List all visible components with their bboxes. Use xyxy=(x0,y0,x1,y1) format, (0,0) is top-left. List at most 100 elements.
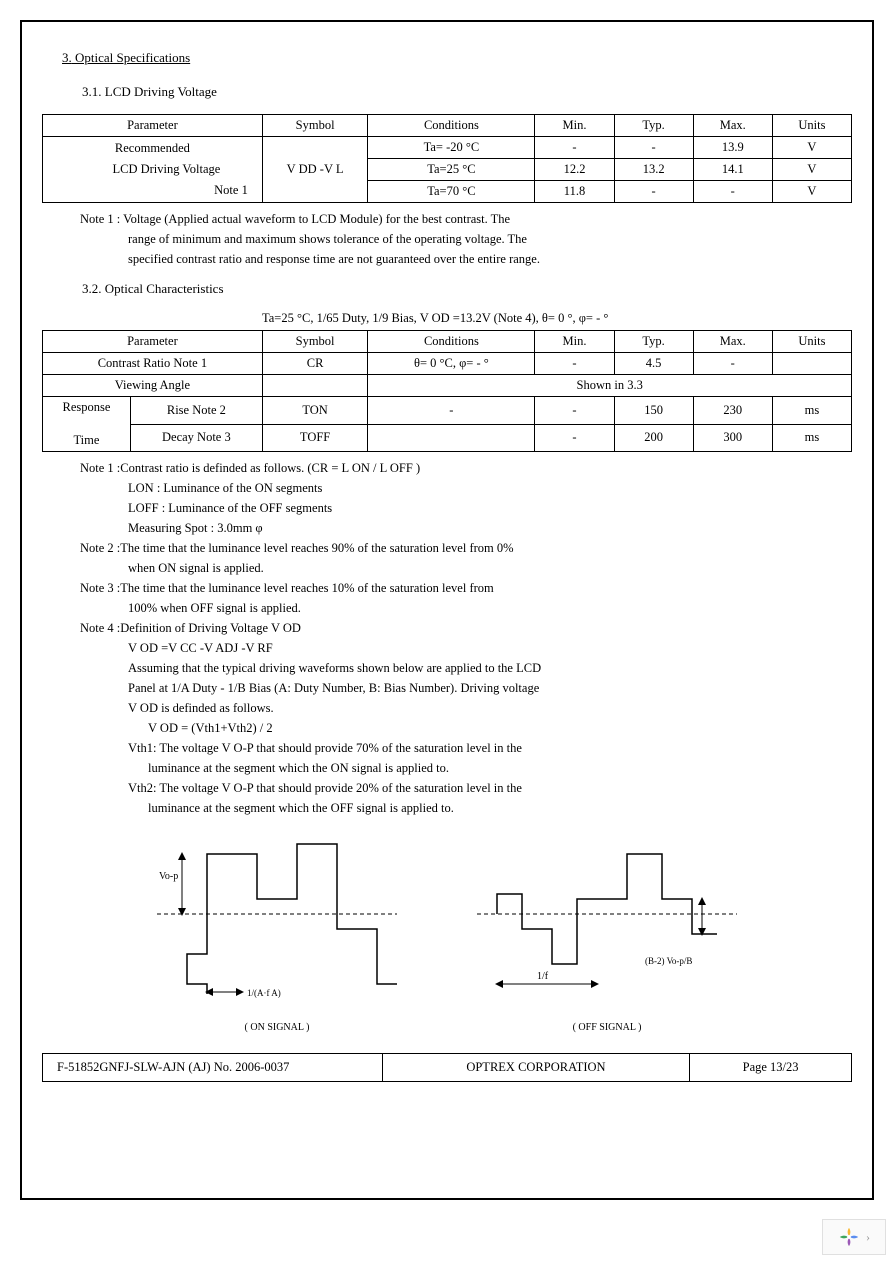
hdr-cond: Conditions xyxy=(368,331,535,353)
on-signal-svg: Vo-p 1/(A·f A) xyxy=(147,834,407,1014)
unit-cell: V xyxy=(772,159,851,181)
sym-cell: TOFF xyxy=(262,424,368,452)
note-line: Measuring Spot : 3.0mm φ xyxy=(128,518,852,538)
min-cell: - xyxy=(535,397,614,425)
note-line: Note 1 :Contrast ratio is definded as fo… xyxy=(80,458,852,478)
note-line: specified contrast ratio and response ti… xyxy=(128,249,852,269)
hdr-symbol: Symbol xyxy=(262,331,368,353)
param-sub: Rise Note 2 xyxy=(130,397,262,425)
table-31: Parameter Symbol Conditions Min. Typ. Ma… xyxy=(42,114,852,203)
max-cell: 300 xyxy=(693,424,772,452)
off-signal-diagram: 1/f (B-2) Vo-p/B ( OFF SIGNAL ) xyxy=(467,834,747,1033)
note-line: Note 3 :The time that the luminance leve… xyxy=(80,578,852,598)
note-line: luminance at the segment which the ON si… xyxy=(148,758,852,778)
on-signal-diagram: Vo-p 1/(A·f A) ( ON SIGNAL ) xyxy=(147,834,407,1033)
cond-cell: Ta=25 °C xyxy=(368,159,535,181)
sym-cell: CR xyxy=(262,353,368,375)
min-cell: 12.2 xyxy=(535,159,614,181)
section-text: Optical Specifications xyxy=(75,50,190,65)
note-line: Note 1 : Voltage (Applied actual wavefor… xyxy=(80,209,852,229)
max-cell: 14.1 xyxy=(693,159,772,181)
flower-icon xyxy=(838,1226,860,1248)
oneaf-label: 1/(A·f A) xyxy=(247,988,281,998)
hdr-unit: Units xyxy=(772,115,851,137)
hdr-symbol: Symbol xyxy=(262,115,368,137)
hdr-typ: Typ. xyxy=(614,331,693,353)
rt-l2: Time xyxy=(49,433,124,448)
note-line: Vth2: The voltage V O-P that should prov… xyxy=(128,778,852,798)
hdr-unit: Units xyxy=(772,331,851,353)
unit-cell: V xyxy=(772,181,851,203)
param-l3: Note 1 xyxy=(49,183,256,198)
onef-label: 1/f xyxy=(537,971,549,982)
shown-cell: Shown in 3.3 xyxy=(368,375,852,397)
section-title: 3. Optical Specifications xyxy=(62,50,852,66)
note-line: Note 4 :Definition of Driving Voltage V … xyxy=(80,618,852,638)
cond-cell: Ta=70 °C xyxy=(368,181,535,203)
param-cell: Recommended LCD Driving Voltage Note 1 xyxy=(43,137,263,203)
note-line: LOFF : Luminance of the OFF segments xyxy=(128,498,852,518)
note-line: luminance at the segment which the OFF s… xyxy=(148,798,852,818)
param-cell: Response Time xyxy=(43,397,131,452)
min-cell: - xyxy=(535,424,614,452)
table-32: Parameter Symbol Conditions Min. Typ. Ma… xyxy=(42,330,852,452)
footer-mid: OPTREX CORPORATION xyxy=(382,1054,689,1082)
note-line: Assuming that the typical driving wavefo… xyxy=(128,658,852,678)
cond-cell: - xyxy=(368,397,535,425)
bvop-label: (B-2) Vo-p/B xyxy=(645,956,692,966)
unit-cell: ms xyxy=(772,397,851,425)
typ-cell: 13.2 xyxy=(614,159,693,181)
note-line: V OD is definded as follows. xyxy=(128,698,852,718)
hdr-min: Min. xyxy=(535,115,614,137)
table-row: Decay Note 3 TOFF - 200 300 ms xyxy=(43,424,852,452)
hdr-param: Parameter xyxy=(43,331,263,353)
note-line: 100% when OFF signal is applied. xyxy=(128,598,852,618)
footer-left: F-51852GNFJ-SLW-AJN (AJ) No. 2006-0037 xyxy=(43,1054,383,1082)
off-label: ( OFF SIGNAL ) xyxy=(467,1022,747,1033)
param-l2: LCD Driving Voltage xyxy=(77,162,256,177)
hdr-param: Parameter xyxy=(43,115,263,137)
note-line: V OD =V CC -V ADJ -V RF xyxy=(128,638,852,658)
max-cell: 230 xyxy=(693,397,772,425)
hdr-min: Min. xyxy=(535,331,614,353)
typ-cell: - xyxy=(614,137,693,159)
note-31: Note 1 : Voltage (Applied actual wavefor… xyxy=(80,209,852,269)
note-line: Panel at 1/A Duty - 1/B Bias (A: Duty Nu… xyxy=(128,678,852,698)
typ-cell: 4.5 xyxy=(614,353,693,375)
min-cell: - xyxy=(535,137,614,159)
note-line: LON : Luminance of the ON segments xyxy=(128,478,852,498)
note-line: Note 2 :The time that the luminance leve… xyxy=(80,538,852,558)
cond-cell: θ= 0 °C, φ= - ° xyxy=(368,353,535,375)
hdr-cond: Conditions xyxy=(368,115,535,137)
unit-cell xyxy=(772,353,851,375)
typ-cell: 200 xyxy=(614,424,693,452)
waveform-diagrams: Vo-p 1/(A·f A) ( ON SIGNAL ) 1/f xyxy=(42,834,852,1033)
max-cell: - xyxy=(693,353,772,375)
unit-cell: V xyxy=(772,137,851,159)
param-sub: Decay Note 3 xyxy=(130,424,262,452)
cond-cell: Ta= -20 °C xyxy=(368,137,535,159)
sym-cell xyxy=(262,375,368,397)
note-line: when ON signal is applied. xyxy=(128,558,852,578)
table-row: Recommended LCD Driving Voltage Note 1 V… xyxy=(43,137,852,159)
table-header-row: Parameter Symbol Conditions Min. Typ. Ma… xyxy=(43,115,852,137)
cond-cell xyxy=(368,424,535,452)
footer-table: F-51852GNFJ-SLW-AJN (AJ) No. 2006-0037 O… xyxy=(42,1053,852,1082)
subsection-32: 3.2. Optical Characteristics xyxy=(82,281,852,297)
min-cell: 11.8 xyxy=(535,181,614,203)
typ-cell: - xyxy=(614,181,693,203)
off-signal-svg: 1/f (B-2) Vo-p/B xyxy=(467,834,747,1014)
symbol-cell: V DD -V L xyxy=(262,137,368,203)
max-cell: - xyxy=(693,181,772,203)
hdr-max: Max. xyxy=(693,115,772,137)
section-num: 3. xyxy=(62,50,72,65)
table-row: Contrast Ratio Note 1 CR θ= 0 °C, φ= - °… xyxy=(43,353,852,375)
typ-cell: 150 xyxy=(614,397,693,425)
viewer-widget[interactable]: › xyxy=(822,1219,886,1255)
note-line: Vth1: The voltage V O-P that should prov… xyxy=(128,738,852,758)
param-cell: Viewing Angle xyxy=(43,375,263,397)
sym-cell: TON xyxy=(262,397,368,425)
chevron-right-icon: › xyxy=(866,1230,870,1245)
rt-l1: Response xyxy=(49,400,124,415)
table-row: Viewing Angle Shown in 3.3 xyxy=(43,375,852,397)
